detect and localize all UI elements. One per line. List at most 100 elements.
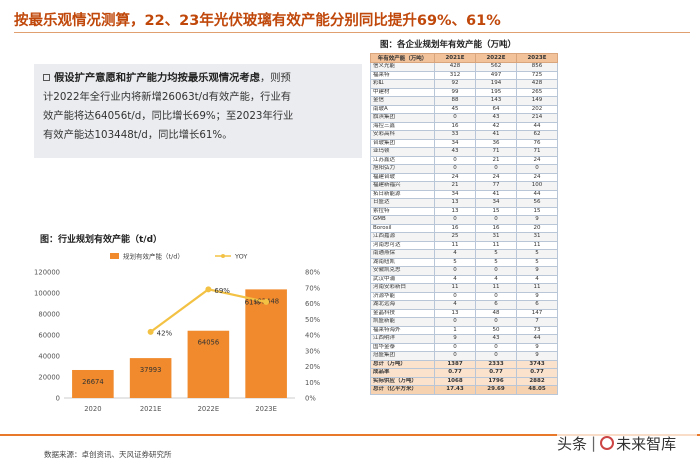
capacity-value: 9 [516,342,558,352]
capacity-value: 9 [516,291,558,301]
capacity-value: 4 [516,274,558,284]
capacity-value: 29.69 [475,385,517,395]
bar-value-label: 64056 [198,339,220,347]
table-header-2: 2022E [475,53,517,63]
data-source: 数据来源：卓创资讯、天风证券研究所 [44,450,172,459]
table-row: 冠盛集团 0 0 9 [370,351,558,361]
capacity-value: 428 [434,62,476,72]
table-row: 安彩高科 33 41 62 [370,130,558,140]
company-name: 金信 [370,96,435,106]
yoy-point-2021E [147,328,154,335]
capacity-value: 42 [475,121,517,131]
capacity-value: 1387 [434,359,476,369]
table-row: 武汉中浦 4 4 4 [370,274,558,284]
table-row: 福建台玻 24 24 24 [370,172,558,182]
capacity-value: 25 [434,232,476,242]
company-name: 济源华能 [370,291,435,301]
capacity-value: 34 [475,198,517,208]
capacity-value: 312 [434,70,476,80]
capacity-value: 0 [475,291,517,301]
company-name: Borosil [370,223,435,233]
key-point-box: 假设扩产意愿和扩产能力均按最乐观情况考虑，则预 计2022年全行业内将新增2606… [34,64,362,158]
yoy-value-label: 61% [245,298,261,306]
company-name: 江西明洋 [370,334,435,344]
capacity-value: 11 [475,240,517,250]
company-name: 信义光能 [370,62,435,72]
company-name: 福建台玻 [370,172,435,182]
company-name: 成品率 [370,368,435,378]
x-tick-label: 2022E [198,405,220,413]
capacity-value: 202 [516,104,558,114]
key-point-line-1: ，则预 [259,72,291,84]
company-name: 索拉特 [370,206,435,216]
bar-2022E [187,330,230,398]
capacity-value: 0 [434,342,476,352]
company-name: 湖北远海 [370,300,435,310]
capacity-value: 0.77 [434,368,476,378]
capacity-value: 0.77 [516,368,558,378]
company-name: 实际供应（万吨） [370,376,435,386]
capacity-value: 88 [434,96,476,106]
summary-row: 总计（亿平方米） 17.43 29.69 48.05 [370,385,558,395]
capacity-value: 41 [475,130,517,140]
capacity-value: 9 [434,334,476,344]
company-name: 彩虹 [370,79,435,89]
capacity-value: 15 [516,206,558,216]
capacity-value: 20 [516,223,558,233]
capacity-value: 0 [434,317,476,327]
capacity-value: 11 [516,283,558,293]
capacity-value: 99 [434,87,476,97]
capacity-value: 24 [516,155,558,165]
watermark: 头条 | 未来智库 [557,424,697,462]
capacity-value: 0 [434,155,476,165]
capacity-value: 3743 [516,359,558,369]
capacity-value: 9 [516,266,558,276]
table-header-row: 年有效产能（万吨） 2021E 2022E 2023E [370,53,558,63]
capacity-value: 11 [516,240,558,250]
x-tick-label: 2023E [255,405,277,413]
capacity-value: 43 [475,334,517,344]
bullet-square-icon [43,74,50,81]
watermark-separator: | [591,434,597,452]
watermark-logo-icon [600,436,615,450]
capacity-value: 15 [475,206,517,216]
y-tick-label: 100000 [34,290,60,298]
key-point-lead: 假设扩产意愿和扩产能力均按最乐观情况考虑 [54,72,260,84]
capacity-value: 149 [516,96,558,106]
capacity-value: 1796 [475,376,517,386]
capacity-value: 214 [516,113,558,123]
capacity-value: 5 [516,249,558,259]
capacity-value: 1068 [434,376,476,386]
y-tick-label: 20000 [38,374,60,382]
table-row: 拓日新能源 34 41 44 [370,189,558,199]
y2-tick-label: 30% [305,347,321,355]
company-name: 江苏鑫达 [370,155,435,165]
capacity-value: 34 [434,189,476,199]
capacity-value: 9 [516,351,558,361]
footer-divider [0,434,700,436]
capacity-table: 年有效产能（万吨） 2021E 2022E 2023E 信义光能 428 562 856 福莱… [370,53,558,395]
company-name: 金晶科技 [370,308,435,318]
summary-row: 总计（万吨） 1387 2333 3743 [370,359,558,369]
company-name: 江西嘉源 [370,232,435,242]
capacity-value: 0 [475,317,517,327]
capacity-value: 9 [516,215,558,225]
capacity-value: 0 [475,266,517,276]
capacity-value: 6 [475,300,517,310]
table-row: 湖南纽凯 5 5 5 [370,257,558,267]
capacity-value: 13 [434,206,476,216]
capacity-value: 147 [516,308,558,318]
company-name: 湖南纽凯 [370,257,435,267]
capacity-value: 5 [475,257,517,267]
capacity-value: 0 [434,215,476,225]
key-point-line-4: 有效产能达103448t/d，同比增长61%。 [43,129,233,141]
capacity-value: 76 [516,138,558,148]
bar-2020 [72,369,114,398]
capacity-value: 856 [516,62,558,72]
y2-tick-label: 20% [305,363,321,371]
capacity-value: 44 [516,121,558,131]
capacity-value: 0 [475,164,517,174]
bar-2023E [245,289,287,398]
company-name: 海控三鑫 [370,121,435,131]
company-name: 河南思可达 [370,240,435,250]
